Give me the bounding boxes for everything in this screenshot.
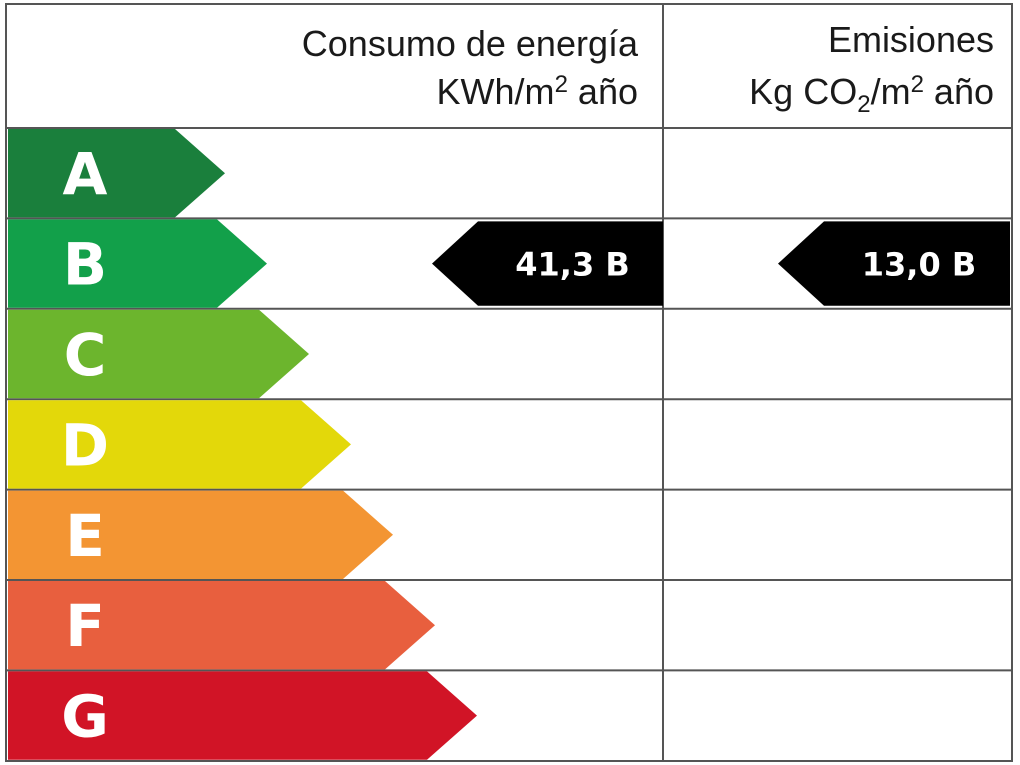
- class-letter-d: D: [61, 411, 109, 479]
- class-arrow-a: [8, 129, 225, 218]
- rating-pointers: 41,3 B 13,0 B: [432, 221, 1010, 306]
- energy-rating-value: 41,3 B: [515, 246, 629, 284]
- class-arrow-c: [8, 309, 309, 399]
- class-letter-c: C: [64, 321, 107, 389]
- class-arrow-d: [8, 400, 351, 489]
- class-arrow-g: [8, 671, 477, 760]
- class-arrow-f: [8, 581, 435, 670]
- class-letter-b: B: [63, 231, 107, 299]
- energy-header-title: Consumo de energía: [302, 23, 639, 64]
- class-letter-f: F: [65, 592, 105, 660]
- emissions-rating-pointer: [778, 221, 1010, 306]
- class-arrow-b: [8, 219, 267, 308]
- class-letter-e: E: [65, 502, 105, 570]
- emissions-header-title: Emisiones: [828, 19, 994, 60]
- energy-rating-pointer: [432, 221, 663, 306]
- class-letter-g: G: [61, 683, 109, 751]
- emissions-rating-value: 13,0 B: [862, 246, 976, 284]
- class-letter-a: A: [63, 140, 108, 208]
- class-arrow-e: [8, 490, 393, 579]
- energy-header-unit: KWh/m2 año: [437, 71, 638, 112]
- emissions-header-unit: Kg CO2/m2 año: [749, 71, 994, 118]
